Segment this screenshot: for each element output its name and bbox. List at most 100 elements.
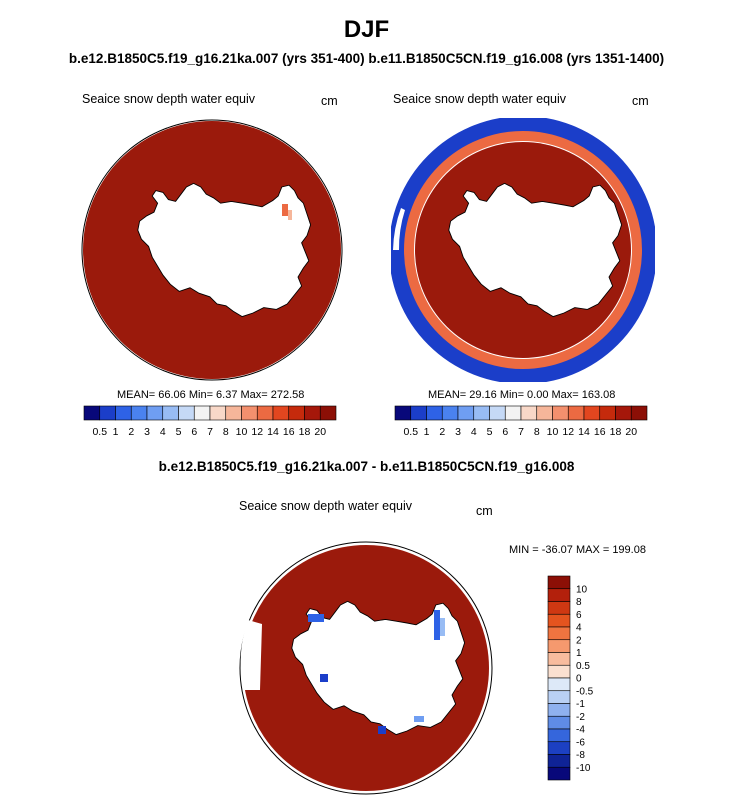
colorbar-tick-label: 14 <box>267 426 279 438</box>
colorbar-swatch <box>272 405 290 421</box>
negative-anomaly-patch <box>308 614 324 622</box>
colorbar-swatch <box>99 405 116 421</box>
colorbar-swatch <box>410 405 427 421</box>
colorbar-swatch <box>256 405 274 421</box>
colorbar-tick-label: -10 <box>576 763 591 774</box>
colorbar-swatch <box>115 405 132 421</box>
colorbar-swatch <box>547 613 571 628</box>
difference-title: b.e12.B1850C5.f19_g16.21ka.007 - b.e11.B… <box>158 459 575 474</box>
colorbar-swatch <box>615 405 632 421</box>
colorbar-tick-label: -1 <box>576 699 585 710</box>
colorbar-tick-label: 16 <box>594 426 606 438</box>
colorbar-swatch <box>547 639 571 653</box>
colorbar-swatch <box>178 405 195 421</box>
colorbar-swatch <box>547 677 571 692</box>
colorbar-swatch <box>583 405 601 421</box>
colorbar-swatch <box>520 405 538 421</box>
colorbar-tick-label: 5 <box>487 426 493 438</box>
ice-edge-patch <box>288 210 292 220</box>
colorbar-tick-label: -6 <box>576 737 585 748</box>
colorbar-swatch <box>630 405 648 421</box>
colorbar-swatch <box>547 664 571 679</box>
colorbar-tick-label: 0.5 <box>576 661 590 672</box>
colorbar-panel-1: 0.5 1 2 3 4 5 6 7 8 10 12 14 16 18 20 <box>83 405 337 438</box>
colorbar-tick-label: 4 <box>576 623 582 634</box>
colorbar-tick-label: 6 <box>502 426 508 438</box>
colorbar-swatch <box>547 652 571 666</box>
colorbar-tick-label: 0.5 <box>92 426 107 438</box>
colorbar-tick-label: 18 <box>299 426 311 438</box>
panel2-title: Seaice snow depth water equiv <box>393 92 567 106</box>
colorbar-swatch <box>547 626 571 641</box>
panel3-title: Seaice snow depth water equiv <box>239 499 413 513</box>
colorbar-swatch <box>489 405 506 421</box>
antarctica-landmass <box>448 182 623 318</box>
colorbar-tick-label: -0.5 <box>576 686 594 697</box>
colorbar-swatch <box>130 405 148 421</box>
colorbar-tick-label: 7 <box>518 426 524 438</box>
colorbar-tick-label: 8 <box>223 426 229 438</box>
colorbar-swatch <box>599 405 616 421</box>
colorbar-tick-label: 12 <box>562 426 574 438</box>
colorbar-tick-label: 10 <box>547 426 559 438</box>
antarctica-landmass <box>137 182 312 318</box>
colorbar-tick-label: 1 <box>113 426 119 438</box>
colorbar-swatch <box>394 405 412 421</box>
colorbar-tick-label: 7 <box>207 426 213 438</box>
colorbar-swatch <box>288 405 305 421</box>
colorbar-swatch <box>426 405 443 421</box>
colorbar-swatch <box>225 405 242 421</box>
colorbar-tick-label: -8 <box>576 750 585 761</box>
colorbar-tick-label: 5 <box>176 426 182 438</box>
colorbar-swatch <box>547 575 571 590</box>
colorbar-swatch <box>319 405 337 421</box>
ice-edge-patch <box>282 204 288 216</box>
colorbar-swatch <box>552 405 569 421</box>
colorbar-tick-label: 6 <box>191 426 197 438</box>
colorbar-swatch <box>241 405 258 421</box>
colorbar-swatch <box>193 405 211 421</box>
colorbar-tick-label: 6 <box>576 610 582 621</box>
colorbar-swatch <box>504 405 522 421</box>
colorbar-swatch <box>567 405 585 421</box>
panel2-units: cm <box>632 94 649 108</box>
colorbar-tick-label: 18 <box>610 426 622 438</box>
colorbar-tick-label: 8 <box>534 426 540 438</box>
colorbar-swatch <box>547 728 571 743</box>
colorbar-swatch <box>162 405 179 421</box>
colorbar-tick-label: 8 <box>576 597 582 608</box>
colorbar-tick-label: 20 <box>625 426 637 438</box>
colorbar-swatch <box>209 405 227 421</box>
colorbar-tick-label: 1 <box>576 648 582 659</box>
negative-anomaly-patch <box>414 716 424 722</box>
colorbar-swatch <box>83 405 101 421</box>
map-panel-2 <box>391 118 655 382</box>
colorbar-tick-label: 4 <box>471 426 477 438</box>
page-title: DJF <box>343 16 390 43</box>
panel1-title: Seaice snow depth water equiv <box>82 92 256 106</box>
panel1-stats: MEAN= 66.06 Min= 6.37 Max= 272.58 <box>117 389 305 401</box>
colorbar-swatch <box>547 601 571 615</box>
colorbar-swatch <box>304 405 321 421</box>
colorbar-tick-label: 4 <box>160 426 166 438</box>
colorbar-swatch <box>547 715 571 730</box>
colorbar-tick-label: 10 <box>236 426 248 438</box>
colorbar-swatch <box>536 405 553 421</box>
colorbar-swatch <box>457 405 475 421</box>
colorbar-tick-label: 3 <box>144 426 150 438</box>
colorbar-tick-label: 1 <box>424 426 430 438</box>
negative-anomaly-patch <box>440 618 445 636</box>
colorbar-tick-label: 0.5 <box>403 426 418 438</box>
colorbar-swatch <box>547 588 571 602</box>
panel1-units: cm <box>321 94 338 108</box>
negative-anomaly-patch <box>434 610 440 640</box>
colorbar-tick-label: 2 <box>576 635 582 646</box>
map-panel-3 <box>239 541 493 795</box>
negative-anomaly-patch <box>320 674 328 682</box>
colorbar-swatch <box>473 405 490 421</box>
panel2-stats: MEAN= 29.16 Min= 0.00 Max= 163.08 <box>428 389 616 401</box>
colorbar-swatch <box>547 754 571 768</box>
colorbar-tick-label: 0 <box>576 674 582 685</box>
colorbar-tick-label: -2 <box>576 712 585 723</box>
colorbar-swatch <box>547 741 571 755</box>
